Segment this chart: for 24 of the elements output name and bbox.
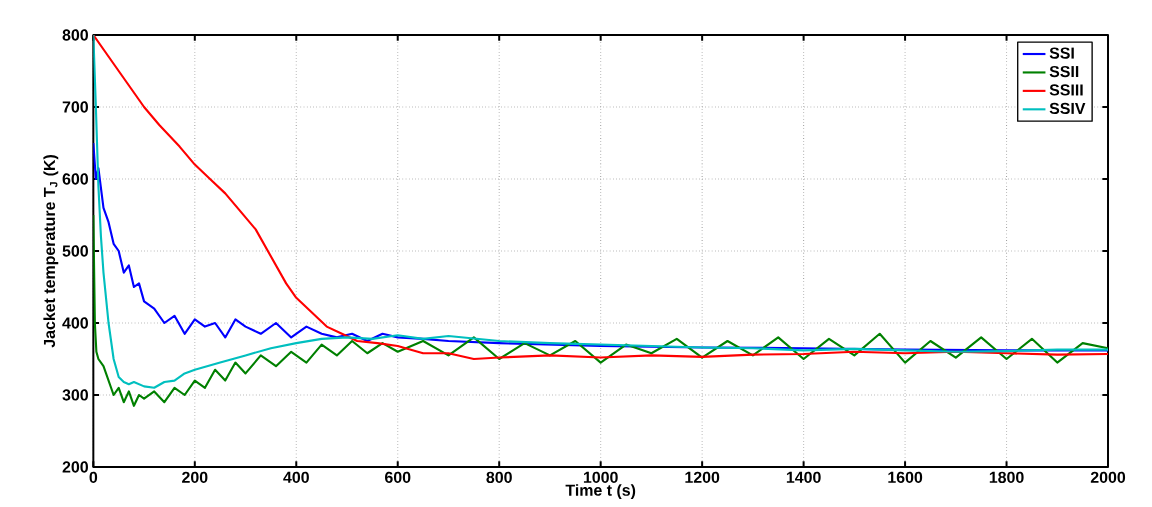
x-axis-title: Time t (s): [565, 484, 636, 499]
x-tick-label: 800: [486, 471, 512, 483]
y-tick-label: 500: [62, 245, 88, 257]
legend-label: SSI: [1049, 47, 1074, 59]
y-tick-label: 600: [62, 173, 88, 185]
x-tick-label: 1800: [989, 471, 1024, 483]
legend-label: SSIII: [1049, 84, 1083, 96]
x-tick-label: 1200: [685, 471, 720, 483]
x-tick-label: 0: [89, 471, 98, 483]
x-tick-label: 400: [283, 471, 309, 483]
x-tick-label: 2000: [1090, 471, 1126, 483]
legend-label: SSIV: [1049, 102, 1086, 115]
y-tick-label: 300: [62, 389, 88, 401]
y-axis-title: Jacket temperature T$_{J}$ (K): [43, 155, 59, 348]
x-tick-label: 1000: [583, 471, 618, 483]
x-tick-label: 200: [182, 471, 208, 483]
x-tick-label: 1600: [888, 471, 923, 483]
y-tick-label: 400: [62, 317, 88, 329]
x-tick-label: 1400: [786, 471, 821, 483]
legend-label: SSII: [1049, 65, 1079, 78]
y-tick-label: 200: [62, 461, 88, 473]
y-tick-label: 800: [62, 29, 88, 41]
x-tick-label: 600: [385, 471, 411, 483]
y-tick-label: 700: [62, 101, 88, 113]
